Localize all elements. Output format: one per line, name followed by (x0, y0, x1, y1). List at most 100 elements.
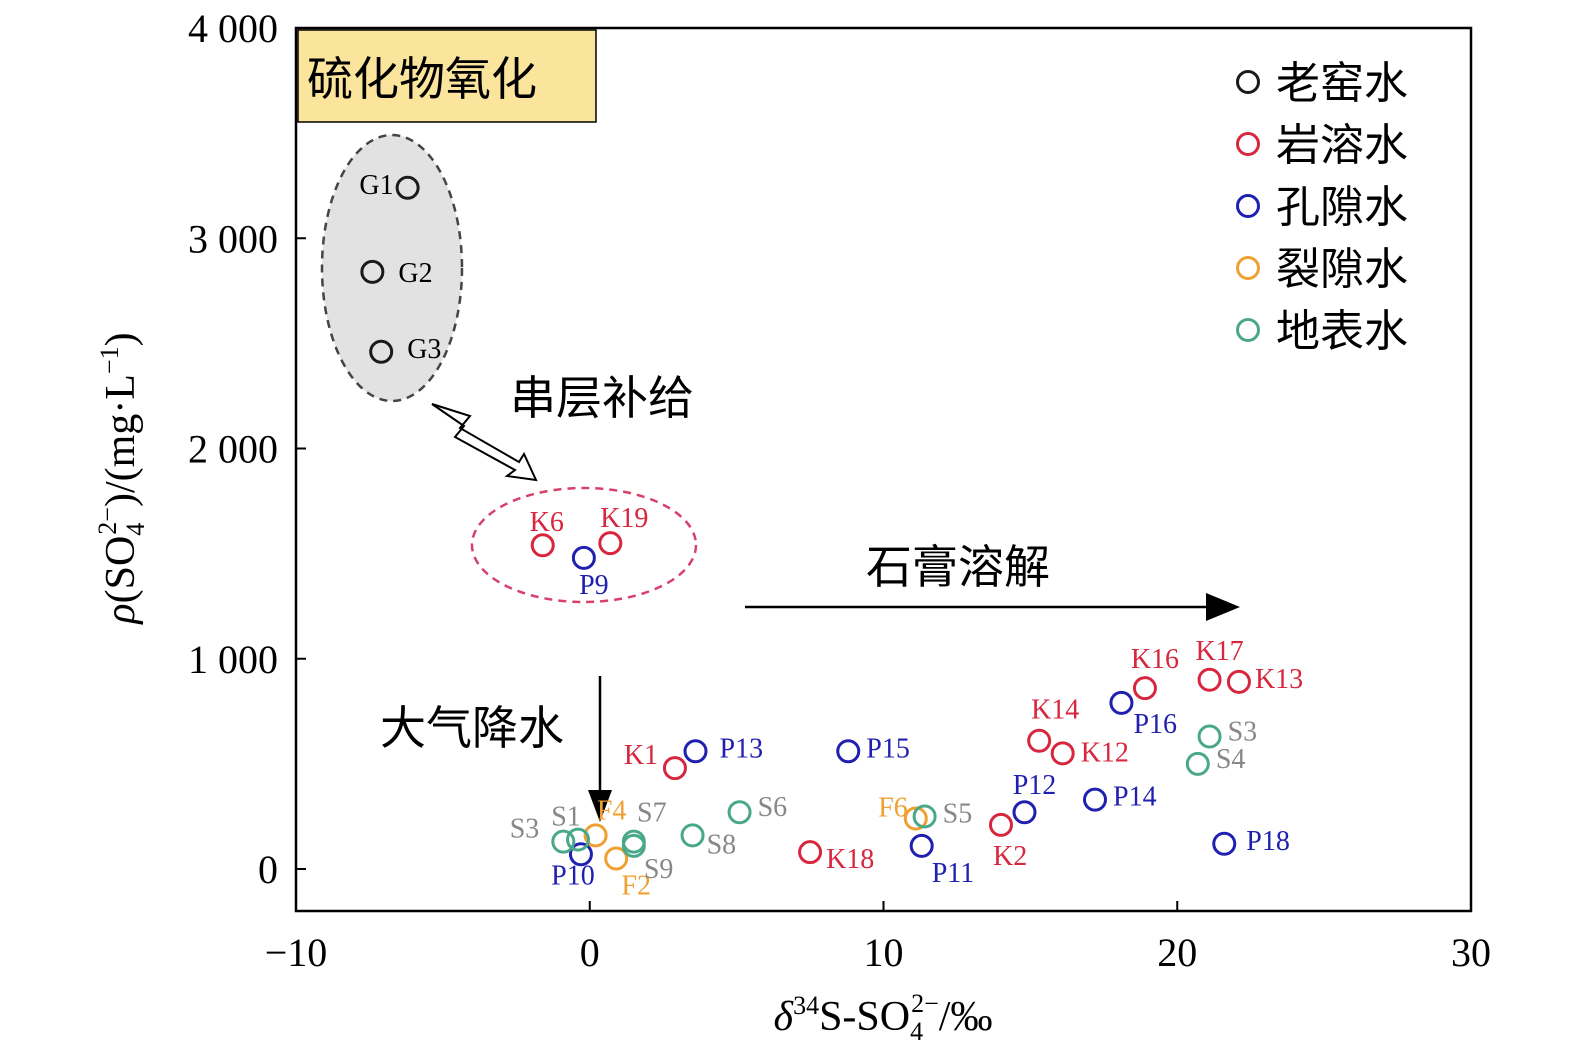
x-axis-label: δ34S-SO42−/‰ (774, 989, 993, 1046)
data-point (680, 823, 705, 848)
legend-marker (1236, 132, 1260, 156)
gypsum-dissolution-arrowhead (1206, 593, 1240, 621)
legend-label: 地表水 (1276, 306, 1408, 357)
legend-label: 岩溶水 (1276, 120, 1408, 171)
y-axis-label-rho: ρ (98, 603, 144, 625)
precipitation-text: 大气降水 (380, 701, 564, 755)
y-tick-label: 3 000 (188, 216, 278, 261)
data-point (360, 259, 385, 284)
data-label: P15 (866, 733, 910, 764)
data-label: S1 (551, 802, 581, 833)
legend-label: 老窑水 (1276, 58, 1408, 109)
data-label: S4 (1216, 744, 1246, 775)
data-point (989, 812, 1013, 837)
data-label: S5 (943, 798, 973, 829)
data-label: F6 (878, 793, 908, 824)
data-point (604, 846, 629, 871)
y-axis-label: ρ(SO42−)/(mg·L−1) (93, 332, 150, 625)
data-point (369, 339, 394, 364)
y-axis-label-sup-neg1: −1 (95, 346, 124, 374)
y-tick-label: 0 (258, 847, 278, 892)
sulfide-oxidation-box (297, 29, 597, 123)
precipitation-arrowhead (588, 790, 612, 822)
data-point (1132, 676, 1157, 701)
data-label: S9 (644, 854, 674, 885)
data-point (551, 829, 576, 854)
data-point (1109, 690, 1134, 715)
legend-marker (1236, 70, 1260, 94)
y-axis-label-sup2: 2− (93, 507, 122, 535)
sulfide-oxidation-region (320, 133, 464, 403)
data-point (836, 739, 861, 764)
data-point (583, 823, 608, 848)
x-tick-label: 20 (1157, 930, 1197, 975)
interlayer-recharge-text: 串层补给 (510, 371, 694, 425)
data-label: K14 (1031, 695, 1079, 726)
data-point (909, 833, 934, 858)
data-label: P9 (579, 570, 609, 601)
x-tick-label: 30 (1451, 930, 1491, 975)
sulfide-oxidation-text: 硫化物氧化 (307, 52, 537, 106)
data-point (1185, 751, 1210, 776)
interlayer-recharge-region (470, 486, 698, 604)
data-label: P13 (720, 733, 764, 764)
x-axis-label-sup34: 34 (793, 991, 819, 1020)
data-label: K12 (1081, 737, 1129, 768)
y-tick-label: 4 000 (188, 6, 278, 51)
data-point (727, 800, 752, 825)
data-point (1012, 800, 1037, 825)
y-axis-label-end: ) (98, 332, 144, 346)
data-point (683, 739, 708, 764)
legend-label: 裂隙水 (1276, 244, 1408, 295)
data-label: K1 (624, 740, 658, 771)
x-axis-label-sso: S-SO (819, 994, 910, 1040)
data-label: G2 (398, 258, 432, 289)
legend-marker (1236, 194, 1260, 218)
x-axis-label-sup2: 2− (911, 989, 939, 1018)
data-label: S7 (637, 798, 667, 829)
gypsum-dissolution-text: 石膏溶解 (866, 540, 1050, 594)
legend-marker (1236, 318, 1260, 342)
y-axis-label-open: (SO (98, 536, 144, 604)
data-point (1083, 787, 1107, 812)
data-label: K2 (993, 841, 1027, 872)
data-label: K16 (1131, 644, 1179, 675)
y-axis-label-sub4: 4 (121, 523, 150, 536)
data-label: S3 (1228, 717, 1258, 748)
data-point (571, 545, 596, 570)
data-point (621, 833, 646, 858)
data-point (598, 531, 623, 556)
data-point (912, 804, 937, 829)
data-label: K13 (1255, 664, 1303, 695)
legend-label: 孔隙水 (1276, 182, 1408, 233)
data-label: K17 (1195, 636, 1243, 667)
data-point (903, 806, 928, 831)
x-tick-label: 10 (864, 930, 904, 975)
data-point (395, 175, 420, 200)
data-label: K6 (530, 507, 564, 538)
data-point (662, 756, 687, 781)
data-label: P10 (551, 860, 595, 891)
x-axis-label-delta: δ (774, 994, 795, 1040)
y-tick-label: 1 000 (188, 637, 278, 682)
data-point (1226, 669, 1251, 694)
y-tick-label: 2 000 (188, 427, 278, 472)
data-point (1027, 728, 1052, 753)
data-label: G3 (407, 334, 441, 365)
data-point (1197, 724, 1222, 749)
data-point (530, 533, 555, 558)
data-point (566, 827, 590, 852)
data-label: P12 (1013, 770, 1057, 801)
x-tick-label: −10 (265, 930, 328, 975)
data-point (568, 842, 593, 867)
data-point (1212, 831, 1237, 856)
data-point (1050, 741, 1075, 766)
y-axis-label-close: )/(mg·L (98, 374, 144, 507)
data-label: P18 (1246, 826, 1290, 857)
data-label: S3 (510, 814, 540, 845)
x-axis-label-sub4: 4 (910, 1017, 923, 1046)
data-point (1197, 667, 1222, 692)
